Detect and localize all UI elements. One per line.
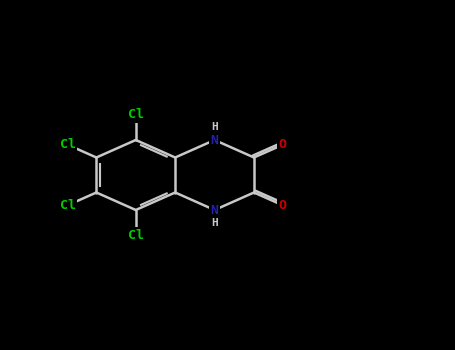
Text: Cl: Cl: [128, 108, 144, 121]
Text: O: O: [278, 198, 286, 212]
Text: Cl: Cl: [128, 229, 144, 242]
Text: H: H: [211, 122, 218, 132]
Text: O: O: [278, 138, 286, 152]
Text: N: N: [211, 203, 218, 217]
Text: Cl: Cl: [60, 138, 76, 152]
Text: N: N: [211, 133, 218, 147]
Text: H: H: [211, 218, 218, 228]
Text: Cl: Cl: [60, 198, 76, 212]
